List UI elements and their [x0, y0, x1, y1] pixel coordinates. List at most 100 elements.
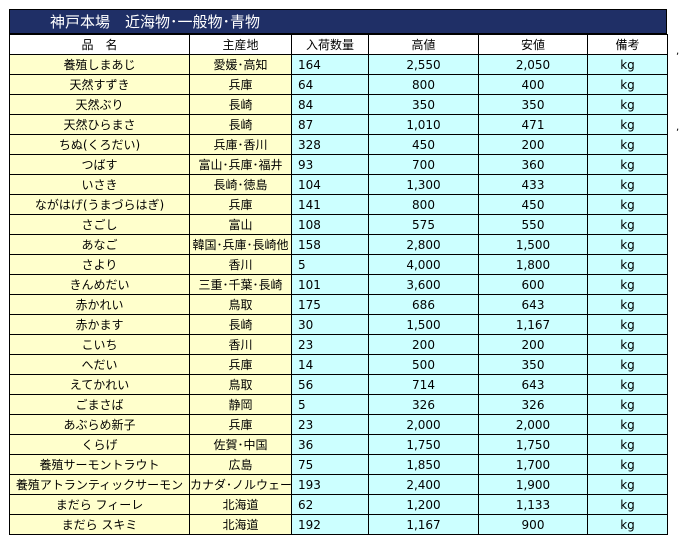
cell-quantity: 193 — [291, 474, 369, 495]
cell-high-price: 1,750 — [368, 434, 479, 455]
cell-high-price: 2,400 — [368, 474, 479, 495]
cell-item-name: 養殖サーモントラウト — [9, 454, 190, 475]
cell-unit: kg — [587, 154, 668, 175]
cell-unit: kg — [587, 414, 668, 435]
cell-quantity: 14 — [291, 354, 369, 375]
cell-unit: kg — [587, 434, 668, 455]
cell-origin: 兵庫 — [189, 414, 292, 435]
cell-low-price: 1,700 — [478, 454, 588, 475]
cell-low-price: 200 — [478, 334, 588, 355]
table-row: へだい 兵庫 14 500 350 kg — [9, 354, 668, 375]
cell-low-price: 1,500 — [478, 234, 588, 255]
cell-low-price: 643 — [478, 294, 588, 315]
cell-item-name: つばす — [9, 154, 190, 175]
cell-origin: 広島 — [189, 454, 292, 475]
cell-unit: kg — [587, 174, 668, 195]
cell-origin: 長崎 — [189, 114, 292, 135]
cell-quantity: 104 — [291, 174, 369, 195]
cell-origin: カナダ･ノルウェー — [189, 474, 292, 495]
table-row: あなご 韓国･兵庫･長崎他 158 2,800 1,500 kg — [9, 234, 668, 255]
cell-item-name: ちぬ(くろだい) — [9, 134, 190, 155]
cell-unit: kg — [587, 314, 668, 335]
cell-unit: kg — [587, 194, 668, 215]
cell-item-name: ごまさば — [9, 394, 190, 415]
table-row: まだら スキミ 北海道 192 1,167 900 kg — [9, 514, 668, 535]
cell-unit: kg — [587, 394, 668, 415]
table-row: あぶらめ新子 兵庫 23 2,000 2,000 kg — [9, 414, 668, 435]
cell-quantity: 175 — [291, 294, 369, 315]
cell-quantity: 328 — [291, 134, 369, 155]
cell-quantity: 164 — [291, 54, 369, 75]
table-row: 赤かます 長崎 30 1,500 1,167 kg — [9, 314, 668, 335]
cell-quantity: 158 — [291, 234, 369, 255]
table-row: さごし 富山 108 575 550 kg — [9, 214, 668, 235]
table-row: 養殖サーモントラウト 広島 75 1,850 1,700 kg — [9, 454, 668, 475]
cell-low-price: 2,000 — [478, 414, 588, 435]
cell-high-price: 2,000 — [368, 414, 479, 435]
cell-unit: kg — [587, 454, 668, 475]
cell-origin: 長崎 — [189, 94, 292, 115]
cell-unit: kg — [587, 494, 668, 515]
cell-item-name: くらげ — [9, 434, 190, 455]
cell-high-price: 700 — [368, 154, 479, 175]
cell-item-name: さより — [9, 254, 190, 275]
cell-origin: 鳥取 — [189, 374, 292, 395]
cell-high-price: 686 — [368, 294, 479, 315]
cell-unit: kg — [587, 234, 668, 255]
cell-quantity: 75 — [291, 454, 369, 475]
cell-origin: 韓国･兵庫･長崎他 — [189, 234, 292, 255]
cell-low-price: 400 — [478, 74, 588, 95]
cell-item-name: あなご — [9, 234, 190, 255]
table-row: 天然すずき 兵庫 64 800 400 kg — [9, 74, 668, 95]
cell-item-name: まだら フィーレ — [9, 494, 190, 515]
cell-item-name: こいち — [9, 334, 190, 355]
cell-item-name: 赤かます — [9, 314, 190, 335]
cell-origin: 兵庫 — [189, 74, 292, 95]
cell-low-price: 1,133 — [478, 494, 588, 515]
cell-high-price: 2,800 — [368, 234, 479, 255]
cell-quantity: 23 — [291, 334, 369, 355]
cell-quantity: 87 — [291, 114, 369, 135]
cell-high-price: 1,167 — [368, 514, 479, 535]
cell-origin: 兵庫･香川 — [189, 134, 292, 155]
cell-item-name: 天然ひらまさ — [9, 114, 190, 135]
cell-quantity: 64 — [291, 74, 369, 95]
cell-unit: kg — [587, 334, 668, 355]
cell-low-price: 643 — [478, 374, 588, 395]
cell-unit: kg — [587, 134, 668, 155]
header-low-price: 安値 — [478, 34, 588, 55]
cell-origin: 長崎･徳島 — [189, 174, 292, 195]
cell-unit: kg — [587, 54, 668, 75]
cell-unit: kg — [587, 214, 668, 235]
table-row: つばす 富山･兵庫･福井 93 700 360 kg — [9, 154, 668, 175]
cell-quantity: 101 — [291, 274, 369, 295]
cell-low-price: 600 — [478, 274, 588, 295]
cell-quantity: 30 — [291, 314, 369, 335]
table-body: 養殖しまあじ 愛媛･高知 164 2,550 2,050 kg 天然すずき 兵庫 64 800 40… — [9, 54, 668, 535]
cell-high-price: 575 — [368, 214, 479, 235]
cell-unit: kg — [587, 474, 668, 495]
header-origin: 主産地 — [189, 34, 292, 55]
table-row: くらげ 佐賀･中国 36 1,750 1,750 kg — [9, 434, 668, 455]
cell-low-price: 1,750 — [478, 434, 588, 455]
cell-item-name: へだい — [9, 354, 190, 375]
table-row: いさき 長崎･徳島 104 1,300 433 kg — [9, 174, 668, 195]
table-row: 天然ぶり 長崎 84 350 350 kg — [9, 94, 668, 115]
cell-origin: 北海道 — [189, 514, 292, 535]
cell-item-name: さごし — [9, 214, 190, 235]
cell-low-price: 433 — [478, 174, 588, 195]
cell-low-price: 326 — [478, 394, 588, 415]
cell-origin: 鳥取 — [189, 294, 292, 315]
cell-item-name: いさき — [9, 174, 190, 195]
cell-high-price: 1,300 — [368, 174, 479, 195]
cell-origin: 香川 — [189, 334, 292, 355]
edge-mark: , — [676, 122, 680, 133]
cell-item-name: きんめだい — [9, 274, 190, 295]
cell-unit: kg — [587, 74, 668, 95]
cell-low-price: 360 — [478, 154, 588, 175]
cell-item-name: 天然すずき — [9, 74, 190, 95]
table-row: ながはげ(うまづらはぎ) 兵庫 141 800 450 kg — [9, 194, 668, 215]
cell-high-price: 800 — [368, 74, 479, 95]
cell-origin: 兵庫 — [189, 354, 292, 375]
cell-unit: kg — [587, 374, 668, 395]
